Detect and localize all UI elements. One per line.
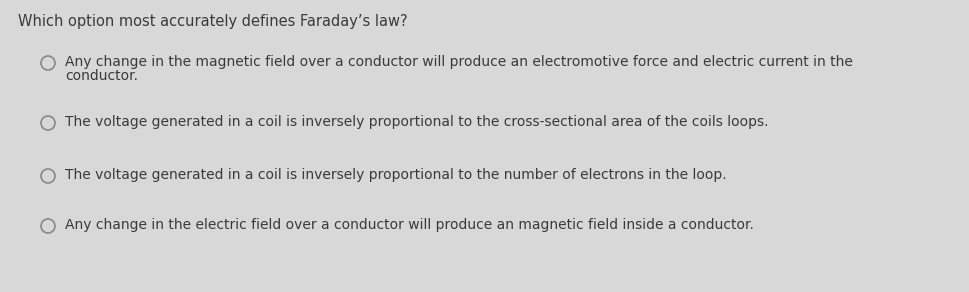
Circle shape: [41, 116, 55, 130]
Circle shape: [41, 219, 55, 233]
Text: conductor.: conductor.: [65, 69, 138, 83]
Text: Which option most accurately defines Faraday’s law?: Which option most accurately defines Far…: [18, 14, 408, 29]
Circle shape: [41, 56, 55, 70]
Text: The voltage generated in a coil is inversely proportional to the number of elect: The voltage generated in a coil is inver…: [65, 168, 727, 182]
Text: Any change in the magnetic field over a conductor will produce an electromotive : Any change in the magnetic field over a …: [65, 55, 853, 69]
Text: Any change in the electric field over a conductor will produce an magnetic field: Any change in the electric field over a …: [65, 218, 754, 232]
Circle shape: [41, 169, 55, 183]
Text: The voltage generated in a coil is inversely proportional to the cross-sectional: The voltage generated in a coil is inver…: [65, 115, 768, 129]
